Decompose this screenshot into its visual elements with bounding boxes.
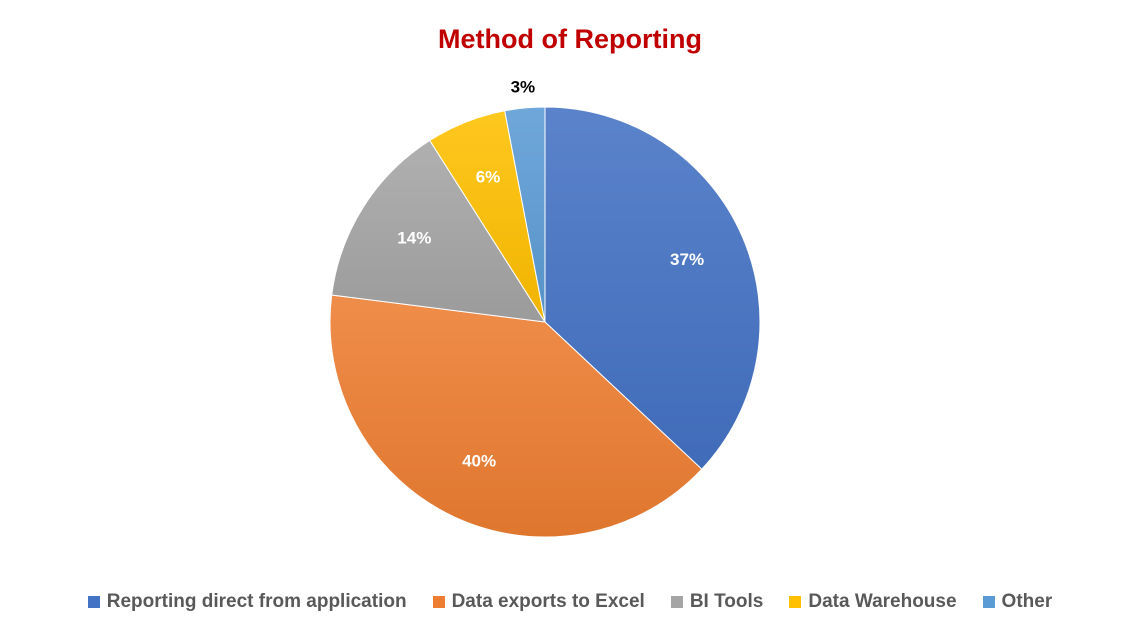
data-label-data-warehouse: 6% [476,168,501,187]
legend-label-other: Other [1001,591,1053,612]
legend-swatch-data-exports-to-excel [432,596,445,608]
legend-item-reporting-direct-from-application: Reporting direct from application [87,591,407,613]
legend-swatch-data-warehouse [789,596,802,608]
chart-title: Method of Reporting [438,24,702,54]
legend-label-bi-tools: BI Tools [689,591,764,612]
legend-item-data-warehouse: Data Warehouse [789,591,957,613]
pie-chart: 37% 40% 14% 6% 3% [329,78,761,538]
data-label-data-exports-to-excel: 40% [462,452,496,471]
legend-item-other: Other [982,591,1053,613]
legend-label-reporting-direct-from-application: Reporting direct from application [106,591,407,612]
data-label-reporting-direct-from-application: 37% [670,250,704,269]
legend-label-data-exports-to-excel: Data exports to Excel [451,591,645,612]
chart-legend: Reporting direct from application Data ex… [0,591,1140,613]
legend-item-bi-tools: BI Tools [670,591,764,613]
data-label-bi-tools: 14% [397,229,431,248]
legend-swatch-reporting-direct-from-application [87,596,100,608]
pie-data-labels: 37% 40% 14% 6% 3% [397,78,704,471]
pie-slice-other [504,106,546,323]
pie-slice-reporting-direct-from-application [544,106,761,470]
legend-item-data-exports-to-excel: Data exports to Excel [432,591,645,613]
legend-label-data-warehouse: Data Warehouse [808,591,957,612]
pie-slice-data-exports-to-excel [329,294,703,538]
legend-swatch-bi-tools [670,596,683,608]
data-label-other: 3% [511,78,536,97]
pie-slices [329,106,761,538]
pie-slice-bi-tools [331,139,546,323]
legend-swatch-other [982,596,995,608]
